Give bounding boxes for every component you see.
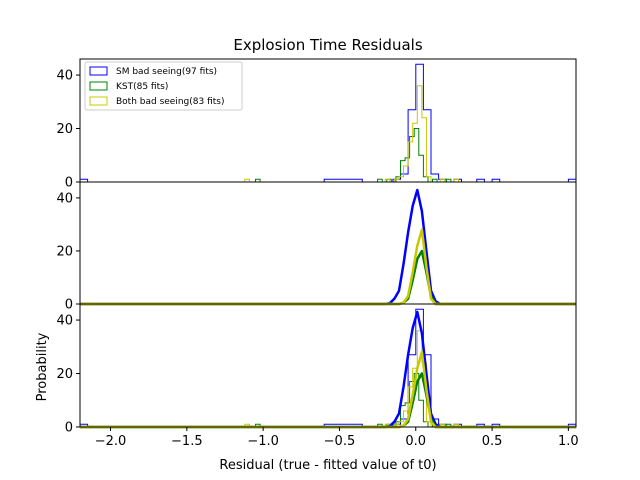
axes-frame-middle — [79, 181, 577, 305]
y-tick-label: 0 — [65, 176, 73, 191]
x-tick-label: −0.5 — [324, 434, 356, 449]
x-axis-ticks: −2.0 −1.5 −1.0 −0.5 0.0 0.5 1.0 — [95, 427, 579, 449]
x-tick-label: 0.5 — [482, 434, 503, 449]
x-tick-label: 0.0 — [405, 434, 426, 449]
density-curve-kst — [80, 372, 576, 429]
y-tick-label: 20 — [56, 367, 73, 382]
density-curve-sm — [80, 188, 576, 306]
legend: SM bad seeing(97 fits) KST(85 fits) Both… — [84, 61, 243, 111]
histogram-sm — [79, 63, 577, 183]
legend-entry-both: Both bad seeing(83 fits) — [89, 96, 224, 107]
y-tick-label: 20 — [56, 122, 73, 137]
density-curve-sm — [80, 310, 576, 429]
y-tick-label: 0 — [65, 298, 73, 313]
legend-label-both: Both bad seeing(83 fits) — [116, 97, 224, 107]
density-curve-both — [80, 350, 576, 429]
legend-label-sm: SM bad seeing(97 fits) — [116, 67, 217, 77]
histogram-both — [244, 330, 459, 428]
y-tick-label: 20 — [56, 244, 73, 259]
y-tick-label: 40 — [56, 69, 73, 84]
x-tick-label: −2.0 — [95, 434, 127, 449]
chart-title: Explosion Time Residuals — [233, 36, 422, 54]
density-curve-kst — [80, 249, 576, 306]
legend-entry-kst: KST(85 fits) — [89, 81, 168, 92]
histogram-sm — [79, 308, 577, 428]
axes-frame-bottom — [79, 303, 577, 428]
panel-bottom-combined: 0 20 40 — [56, 303, 577, 436]
histogram-kst — [255, 373, 452, 428]
legend-swatch-kst — [89, 81, 108, 91]
legend-label-kst: KST(85 fits) — [116, 82, 168, 92]
histogram-kst — [255, 128, 452, 183]
legend-entry-sm: SM bad seeing(97 fits) — [89, 66, 217, 77]
y-tick-label: 40 — [56, 314, 73, 329]
histogram-both — [244, 85, 459, 183]
x-tick-label: −1.5 — [171, 434, 203, 449]
x-axis-label: Residual (true - fitted value of t0) — [219, 458, 436, 473]
legend-swatch-sm — [89, 66, 108, 76]
legend-swatch-both — [89, 96, 108, 106]
density-curve-both — [80, 228, 576, 306]
y-tick-label: 40 — [56, 191, 73, 206]
panel-middle-density-curves: 0 20 40 — [56, 181, 577, 313]
y-tick-label: 0 — [65, 421, 73, 436]
y-axis-label: Probability — [35, 332, 50, 401]
legend-box — [84, 61, 243, 111]
x-tick-label: −1.0 — [247, 434, 279, 449]
x-tick-label: 1.0 — [558, 434, 579, 449]
